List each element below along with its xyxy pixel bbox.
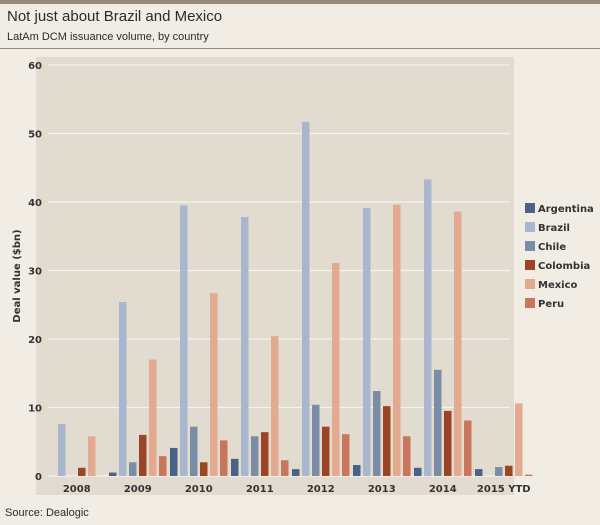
legend-swatch-peru: [525, 298, 535, 308]
legend-swatch-mexico: [525, 279, 535, 289]
bar-colombia-2013: [383, 406, 391, 476]
bar-colombia-2008: [78, 467, 86, 476]
bar-colombia-2015-ytd: [505, 465, 513, 476]
chart-title: Not just about Brazil and Mexico: [7, 8, 223, 25]
legend-label-colombia: Colombia: [538, 261, 590, 272]
bar-peru-2015-ytd: [525, 474, 533, 476]
y-tick-label: 40: [28, 198, 42, 209]
bar-peru-2009: [159, 456, 167, 476]
bar-mexico-2014: [454, 211, 462, 476]
bar-brazil-2014: [424, 179, 432, 476]
legend-label-peru: Peru: [538, 299, 564, 310]
bar-colombia-2014: [444, 410, 452, 476]
bar-colombia-2012: [322, 426, 330, 476]
bar-peru-2011: [281, 460, 289, 476]
gridlines: [48, 64, 510, 477]
y-axis-label: Deal value ($bn): [12, 229, 23, 322]
legend-swatch-colombia: [525, 260, 535, 270]
bar-mexico-2012: [332, 262, 340, 476]
bars-group: [58, 121, 533, 477]
bar-peru-2014: [464, 420, 472, 476]
source-note: Source: Dealogic: [5, 507, 89, 519]
bar-brazil-2011: [241, 217, 249, 476]
bar-peru-2010: [220, 440, 228, 476]
bar-chile-2012: [312, 404, 320, 476]
legend: Argentina Brazil Chile Colombia Mexico Peru: [525, 203, 594, 310]
legend-swatch-brazil: [525, 222, 535, 232]
legend-swatch-chile: [525, 241, 535, 251]
bar-chile-2010: [190, 426, 198, 476]
top-rule: [0, 0, 600, 4]
legend-label-chile: Chile: [538, 242, 566, 253]
x-tick-label: 2015 YTD: [477, 484, 531, 495]
legend-label-mexico: Mexico: [538, 280, 578, 291]
x-tick-label: 2008: [63, 484, 91, 495]
bar-argentina-2012: [292, 469, 300, 476]
bar-colombia-2011: [261, 432, 269, 476]
bar-colombia-2009: [139, 434, 147, 476]
bar-chile-2009: [129, 462, 137, 476]
bar-mexico-2011: [271, 336, 279, 476]
y-tick-label: 10: [28, 404, 42, 415]
y-axis: 0 10 20 30 40 50 60: [28, 61, 42, 483]
bar-mexico-2013: [393, 204, 401, 477]
legend-label-brazil: Brazil: [538, 223, 570, 234]
bar-chile-2015-ytd: [495, 467, 503, 476]
bar-mexico-2015-ytd: [515, 403, 523, 476]
bar-mexico-2009: [149, 359, 157, 476]
bar-argentina-2010: [170, 447, 178, 476]
bar-chile-2011: [251, 436, 259, 476]
y-tick-label: 50: [28, 130, 42, 141]
legend-label-argentina: Argentina: [538, 204, 594, 215]
bar-argentina-2013: [353, 465, 361, 476]
x-tick-label: 2010: [185, 484, 213, 495]
header-divider: [0, 48, 600, 49]
bar-argentina-2015-ytd: [475, 469, 483, 476]
y-tick-label: 0: [35, 472, 42, 483]
bar-mexico-2010: [210, 293, 218, 476]
x-tick-label: 2012: [307, 484, 335, 495]
bar-brazil-2010: [180, 205, 188, 477]
bar-chile-2013: [373, 391, 381, 476]
x-tick-label: 2011: [246, 484, 274, 495]
bar-peru-2012: [342, 434, 350, 476]
x-axis: 2008 2009 2010 2011 2012 2013 2014 2015 YTD: [63, 484, 531, 495]
bar-chile-2014: [434, 369, 442, 476]
bar-argentina-2009: [109, 472, 117, 476]
bar-mexico-2008: [88, 436, 96, 476]
y-tick-label: 30: [28, 267, 42, 278]
x-tick-label: 2013: [368, 484, 396, 495]
bar-brazil-2012: [302, 121, 310, 476]
bar-brazil-2008: [58, 423, 66, 476]
y-tick-label: 20: [28, 335, 42, 346]
x-tick-label: 2014: [429, 484, 457, 495]
bar-peru-2013: [403, 436, 411, 476]
legend-swatch-argentina: [525, 203, 535, 213]
x-tick-label: 2009: [124, 484, 152, 495]
bar-brazil-2013: [363, 208, 371, 477]
bar-argentina-2011: [231, 458, 239, 476]
bar-brazil-2009: [119, 302, 127, 476]
bar-argentina-2014: [414, 467, 422, 476]
bar-colombia-2010: [200, 462, 208, 476]
chart-subtitle: LatAm DCM issuance volume, by country: [7, 31, 209, 43]
y-tick-label: 60: [28, 61, 42, 72]
